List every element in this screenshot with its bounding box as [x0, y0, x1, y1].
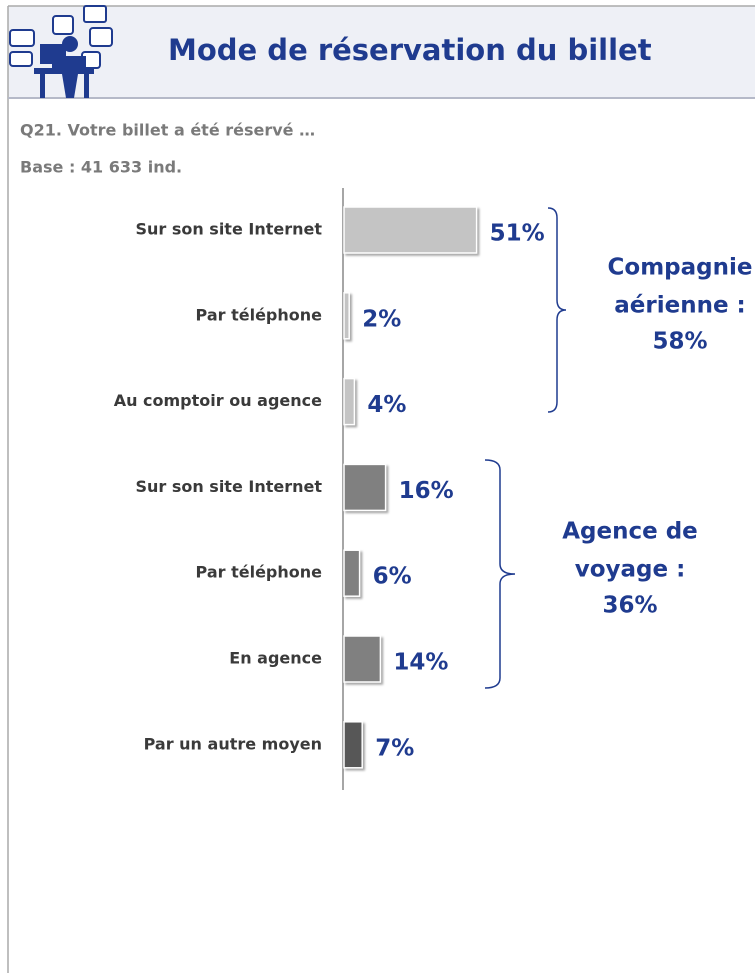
- chart-title: Mode de réservation du billet: [168, 33, 652, 67]
- category-label: Par téléphone: [196, 563, 323, 582]
- group-bracket: [484, 459, 516, 689]
- bar: [343, 721, 363, 769]
- value-label: 7%: [375, 735, 414, 761]
- value-label: 6%: [373, 564, 412, 590]
- value-label: 51%: [490, 221, 545, 247]
- value-label: 4%: [367, 392, 406, 418]
- header-icon: [9, 5, 113, 98]
- bar: [343, 206, 478, 254]
- category-label: Au comptoir ou agence: [114, 391, 322, 410]
- group-label: Agence de: [562, 519, 698, 545]
- bar: [343, 549, 361, 597]
- group-label: aérienne :: [614, 293, 746, 319]
- category-label: En agence: [229, 649, 322, 668]
- header-band: [8, 6, 755, 98]
- category-label: Par téléphone: [196, 305, 323, 324]
- value-label: 16%: [399, 478, 454, 504]
- bar: [343, 635, 382, 683]
- base-note: Base : 41 633 ind.: [20, 158, 182, 177]
- group-total: 36%: [602, 593, 657, 619]
- bar: [343, 292, 350, 340]
- value-label: 2%: [362, 306, 401, 332]
- category-label: Par un autre moyen: [144, 734, 322, 753]
- group-total: 58%: [652, 329, 707, 355]
- group-bracket: [547, 207, 567, 413]
- group-label: Compagnie: [608, 255, 753, 281]
- value-label: 14%: [393, 650, 448, 676]
- category-label: Sur son site Internet: [135, 477, 322, 496]
- bar: [343, 377, 356, 426]
- bar: [343, 463, 387, 512]
- subtitle: Q21. Votre billet a été réservé …: [20, 121, 315, 140]
- group-label: voyage :: [575, 557, 686, 583]
- category-label: Sur son site Internet: [135, 220, 322, 239]
